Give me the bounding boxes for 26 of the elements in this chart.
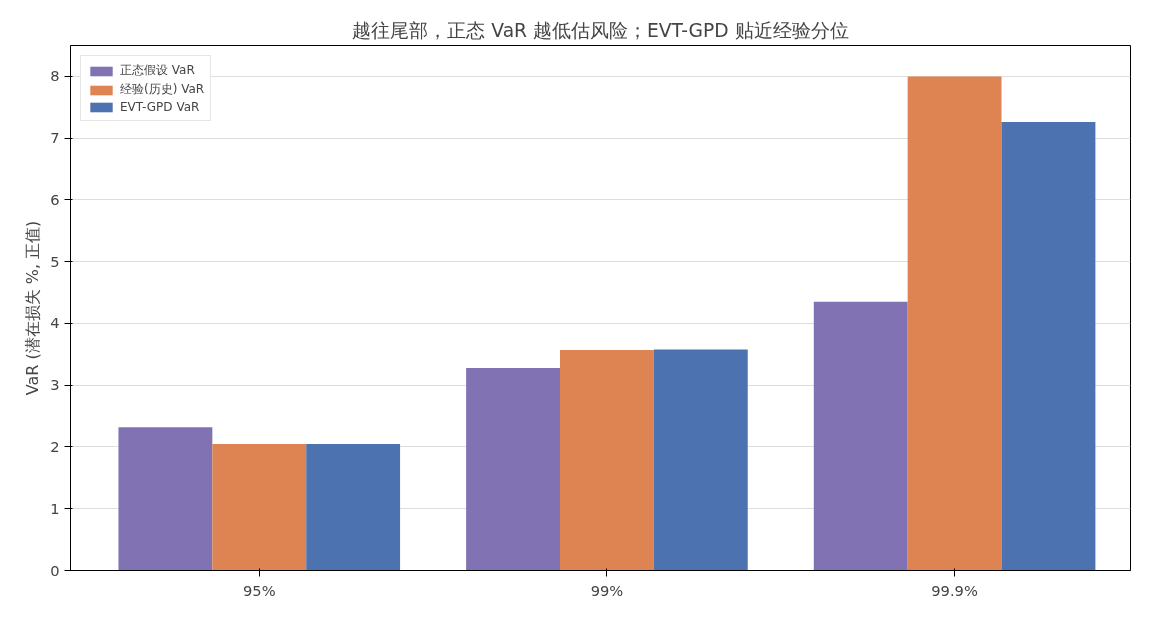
x-tick-label: 95% [242,581,276,599]
y-tick-label: 2 [50,437,60,455]
bar [907,76,1002,571]
y-tick-label: 8 [50,67,60,85]
bar [560,350,654,571]
chart-title: 越往尾部，正态 VaR 越低估风险；EVT-GPD 贴近经验分位 [352,19,849,41]
y-tick-label: 5 [50,252,60,270]
bar [813,301,908,571]
bar [306,443,401,571]
y-axis-title: VaR (潜在损失 %, 正值) [23,220,43,396]
legend-label: 正态假设 VaR [120,62,195,79]
legend-label: 经验(历史) VaR [120,81,205,98]
y-tick-label: 6 [50,190,60,208]
y-tick-label: 1 [50,499,60,517]
y-tick-label: 3 [50,376,60,394]
bar [118,427,213,571]
y-tick-label: 4 [50,314,60,332]
legend-label: EVT-GPD VaR [120,100,200,114]
bar [653,349,748,571]
x-tick-label: 99% [590,581,624,599]
y-tick-label: 0 [50,561,60,579]
bar [212,443,307,571]
y-tick-label: 7 [50,129,60,147]
bar [1001,122,1096,571]
x-tick-label: 99.9% [931,581,978,599]
bar [466,367,560,571]
